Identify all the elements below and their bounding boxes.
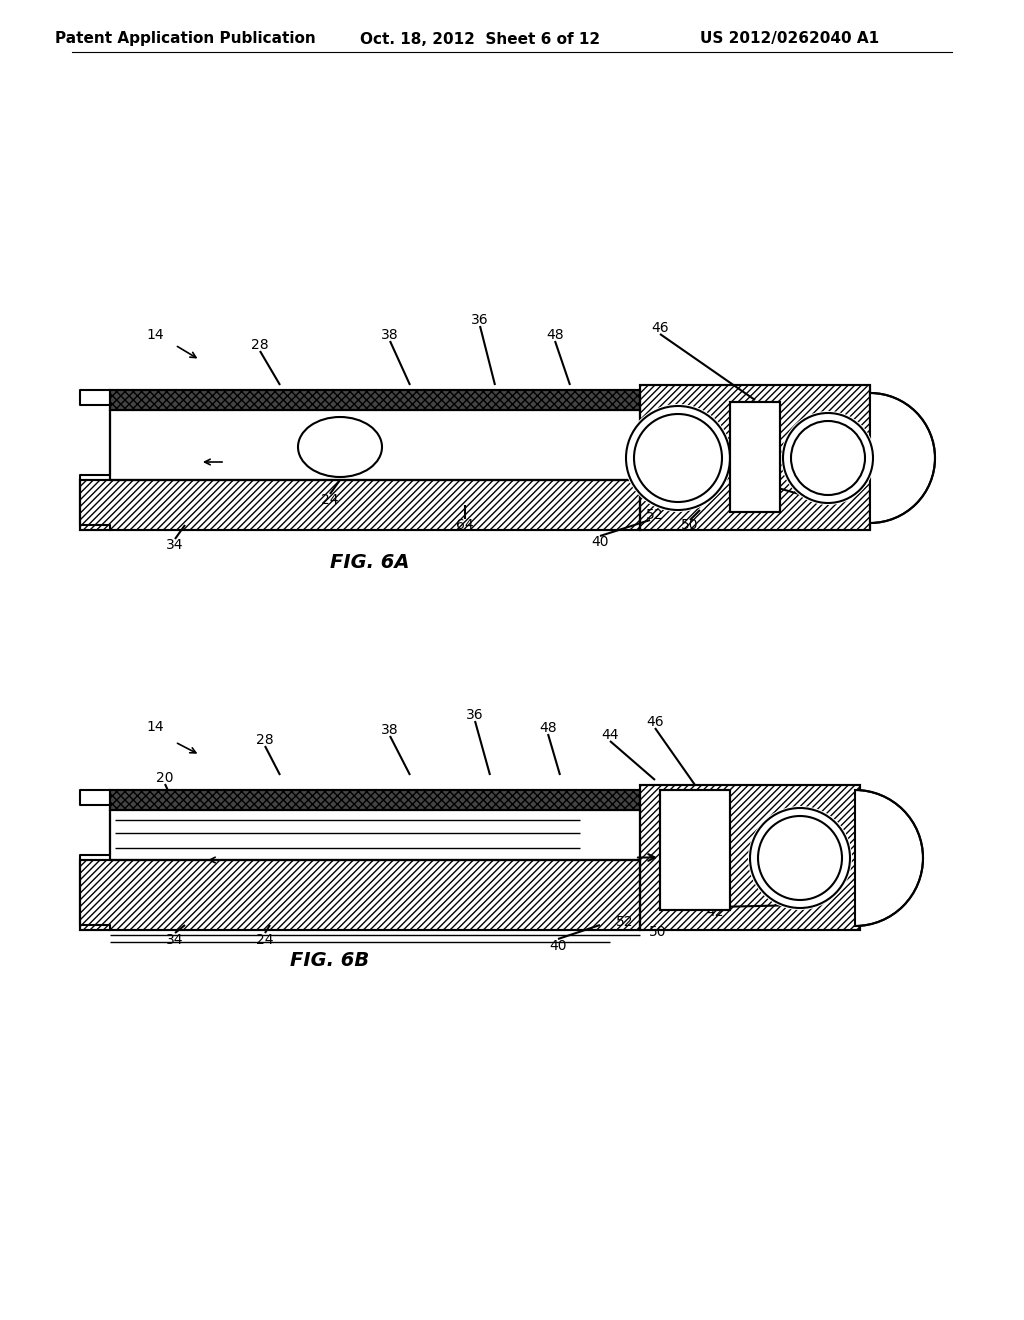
Text: 42: 42 [741, 478, 759, 492]
Bar [660, 789, 730, 909]
Text: 14: 14 [146, 327, 164, 342]
Bar [110, 810, 640, 861]
Text: 48: 48 [540, 721, 557, 735]
Bar [110, 389, 640, 411]
Text: 44: 44 [601, 729, 618, 742]
Bar [80, 480, 640, 531]
Text: 34: 34 [166, 933, 183, 946]
Text: 24: 24 [256, 933, 273, 946]
Circle shape [781, 411, 874, 506]
Text: FIG. 6A: FIG. 6A [331, 553, 410, 572]
Bar [640, 785, 860, 931]
Text: 64: 64 [456, 517, 474, 532]
Bar [110, 411, 640, 480]
Bar [110, 789, 640, 810]
Circle shape [750, 808, 850, 908]
Text: 52: 52 [646, 508, 664, 521]
Bar [640, 785, 860, 931]
Text: 38: 38 [381, 327, 398, 342]
Circle shape [634, 414, 722, 502]
Text: 46: 46 [646, 715, 664, 729]
Text: 40: 40 [549, 939, 566, 953]
Text: 36: 36 [466, 708, 483, 722]
Text: 36: 36 [471, 313, 488, 327]
Wedge shape [855, 789, 923, 927]
Text: 14: 14 [146, 719, 164, 734]
Text: 40: 40 [591, 535, 608, 549]
Bar [110, 389, 640, 411]
Bar [80, 861, 640, 931]
Ellipse shape [298, 417, 382, 477]
Bar [110, 789, 640, 810]
Circle shape [783, 413, 873, 503]
Bar [80, 480, 640, 531]
Bar [660, 789, 730, 909]
Circle shape [748, 807, 852, 909]
Text: 34: 34 [166, 539, 183, 552]
Text: 42: 42 [707, 906, 724, 919]
Text: 50: 50 [681, 517, 698, 532]
Bar [730, 403, 780, 512]
Text: 50: 50 [649, 925, 667, 939]
Circle shape [624, 404, 732, 512]
Text: 38: 38 [381, 723, 398, 737]
Wedge shape [870, 393, 935, 523]
Bar [640, 385, 870, 531]
Text: US 2012/0262040 A1: US 2012/0262040 A1 [700, 32, 880, 46]
Text: 20: 20 [157, 771, 174, 785]
Bar [640, 385, 870, 531]
Text: Patent Application Publication: Patent Application Publication [54, 32, 315, 46]
Circle shape [791, 421, 865, 495]
Text: 48: 48 [546, 327, 564, 342]
Circle shape [758, 816, 842, 900]
Bar [660, 789, 730, 909]
Text: 24: 24 [322, 492, 339, 507]
Text: FIG. 6B: FIG. 6B [291, 950, 370, 969]
Bar [730, 403, 780, 512]
Circle shape [626, 407, 730, 510]
Text: Oct. 18, 2012  Sheet 6 of 12: Oct. 18, 2012 Sheet 6 of 12 [360, 32, 600, 46]
Bar [730, 403, 780, 512]
Bar [80, 861, 640, 931]
Text: 46: 46 [651, 321, 669, 335]
Text: 28: 28 [256, 733, 273, 747]
Text: 52: 52 [616, 915, 634, 929]
Text: 28: 28 [251, 338, 269, 352]
